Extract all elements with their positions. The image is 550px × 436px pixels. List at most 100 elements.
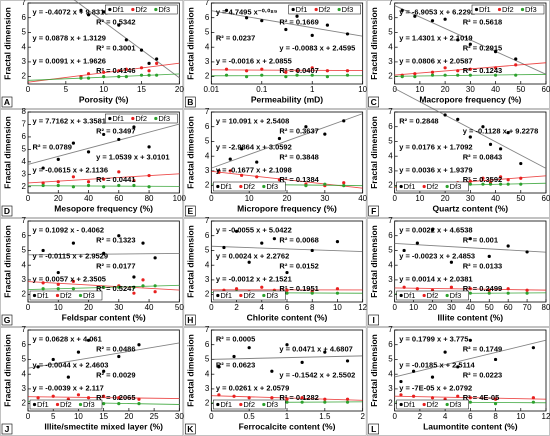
legend-label: Df3: [266, 400, 278, 409]
panel-letter: D: [4, 206, 10, 216]
data-point: [493, 402, 498, 406]
annotation: y = -0.0039 x + 2.117: [33, 383, 104, 392]
data-point: [117, 69, 121, 73]
y-axis-label: Fractal dimension: [2, 116, 12, 189]
data-point: [277, 136, 282, 141]
panel-letter-box: [368, 96, 379, 108]
x-tick-label: 40: [491, 194, 500, 203]
data-point: [217, 170, 221, 174]
annotation: R² = 0.0789: [33, 143, 72, 152]
data-point: [493, 73, 498, 77]
legend-label: Df2: [427, 400, 439, 409]
y-tick-label: 2: [388, 290, 393, 299]
data-point: [506, 131, 510, 135]
annotation: R² = 0.1749: [463, 344, 502, 353]
data-point: [224, 8, 229, 12]
data-point: [443, 350, 447, 354]
legend-box: [29, 399, 103, 410]
data-point: [468, 67, 472, 71]
x-tick-label: 0: [26, 303, 31, 312]
y-tick-label: 6: [205, 231, 210, 240]
legend-label: Df1: [479, 5, 491, 14]
x-tick-label: 40: [84, 194, 93, 203]
data-point: [228, 169, 232, 173]
legend-label: Df2: [243, 182, 255, 191]
x-tick-label: 8: [493, 412, 498, 421]
legend-marker: [445, 402, 449, 407]
y-tick-label: 6: [205, 340, 210, 349]
y-axis-label: Fractal dimension: [369, 7, 379, 80]
data-point: [325, 23, 330, 27]
y-tick-label: 7: [205, 325, 210, 334]
data-point: [141, 241, 145, 245]
data-point: [132, 275, 136, 279]
data-point: [79, 76, 83, 80]
x-tick-label: 60: [542, 194, 550, 203]
x-tick-label: 12: [542, 412, 550, 421]
x-tick-label: 20: [54, 194, 63, 203]
annotation: R² = 0.0177: [96, 261, 135, 270]
y-tick-label: 3: [22, 169, 27, 178]
legend-label: Df1: [404, 182, 416, 191]
data-point: [132, 183, 136, 188]
legend-marker: [216, 184, 220, 189]
y-tick-label: 6: [388, 122, 393, 131]
annotation: y = 10.091 x + 2.5408: [216, 117, 289, 126]
y-tick-label: 3: [205, 166, 210, 175]
x-axis-label: Permeability (mD): [251, 94, 323, 104]
data-point: [514, 63, 518, 67]
legend-marker: [445, 293, 449, 298]
x-tick-label: 50: [485, 303, 494, 312]
x-tick-label: 30: [175, 412, 184, 421]
data-point: [525, 291, 529, 295]
annotation: y = 4.7495 x⁻⁰·⁰⁸⁹: [216, 8, 278, 17]
x-tick-label: 5: [64, 85, 69, 94]
x-tick-label: 20: [84, 303, 93, 312]
data-point: [102, 285, 106, 289]
data-point: [310, 33, 314, 38]
data-point: [102, 70, 106, 74]
panel-letter: I: [372, 315, 374, 325]
x-tick-label: 20: [428, 303, 437, 312]
y-tick-label: 4: [205, 151, 210, 160]
data-point: [345, 32, 350, 36]
data-point: [124, 67, 128, 71]
data-point: [531, 396, 535, 400]
data-point: [147, 145, 151, 149]
data-point: [481, 176, 485, 180]
panel-border: [183, 0, 367, 109]
data-point: [117, 354, 121, 359]
data-point: [102, 394, 106, 398]
data-point: [102, 185, 106, 189]
data-point: [284, 75, 288, 79]
annotation: R² = 0.001: [463, 235, 498, 244]
y-axis-label: Fractal dimension: [186, 116, 196, 189]
annotation: R² = 0.2915: [463, 43, 502, 52]
plot-frame: [210, 2, 364, 85]
data-point: [468, 73, 472, 77]
annotation: y = 0.0471 x + 4.6807: [279, 344, 352, 353]
data-point: [260, 285, 264, 289]
panel-letter-box: [368, 205, 379, 217]
legend-box: [213, 181, 286, 192]
legend-marker: [154, 7, 158, 12]
data-point: [153, 290, 157, 294]
legend-marker: [314, 7, 318, 12]
data-point: [247, 396, 251, 400]
y-tick-label: 3: [388, 166, 393, 175]
annotation: R² = 0.2848: [399, 117, 438, 126]
x-tick-label: 20: [441, 85, 450, 94]
data-point: [234, 229, 239, 233]
panel-letter-box: [185, 314, 196, 326]
data-point: [493, 50, 498, 54]
legend-marker: [239, 402, 243, 407]
data-point: [86, 76, 91, 80]
legend-marker: [337, 7, 341, 12]
data-point: [295, 73, 299, 77]
x-tick-label: 10: [245, 194, 254, 203]
data-point: [41, 181, 45, 185]
data-point: [443, 66, 447, 70]
x-tick-label: 5: [51, 412, 56, 421]
data-point: [86, 180, 91, 184]
